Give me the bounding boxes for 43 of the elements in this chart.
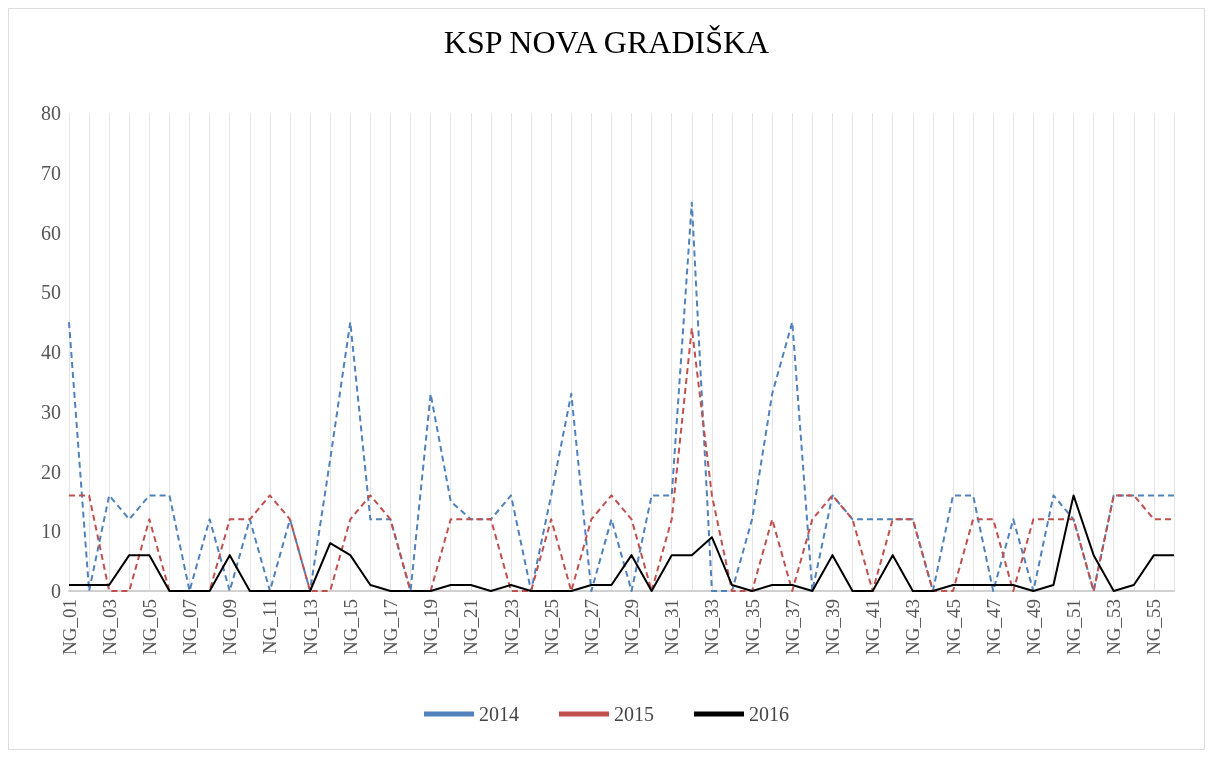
y-tick-label: 70 bbox=[41, 161, 61, 184]
x-tick-label: NG_11 bbox=[259, 599, 281, 655]
x-tick-label: NG_13 bbox=[299, 599, 321, 655]
y-tick-label: 50 bbox=[41, 281, 61, 304]
x-tick-label: NG_35 bbox=[741, 599, 763, 655]
x-tick-label: NG_41 bbox=[862, 599, 884, 655]
y-tick-label: 30 bbox=[41, 400, 61, 423]
x-tick-label: NG_05 bbox=[138, 599, 160, 655]
legend-label: 2015 bbox=[614, 703, 654, 725]
y-tick-label: 0 bbox=[51, 580, 61, 602]
y-tick-label: 80 bbox=[41, 102, 61, 124]
line-series bbox=[68, 201, 1175, 592]
x-tick-label: NG_07 bbox=[179, 599, 201, 655]
x-tick-label: NG_17 bbox=[379, 599, 401, 655]
legend-label: 2014 bbox=[479, 703, 519, 725]
x-tick-label: NG_31 bbox=[661, 599, 683, 655]
x-tick-label: NG_33 bbox=[701, 599, 723, 655]
x-tick-label: NG_39 bbox=[821, 599, 843, 655]
chart-title: KSP NOVA GRADIŠKA bbox=[443, 24, 770, 60]
x-tick-label: NG_01 bbox=[58, 599, 80, 655]
x-tick-label: NG_27 bbox=[580, 599, 602, 655]
y-tick-label: 10 bbox=[41, 520, 61, 543]
y-tick-label: 40 bbox=[41, 341, 61, 363]
x-tick-label: NG_03 bbox=[98, 599, 120, 655]
x-tick-label: NG_53 bbox=[1103, 599, 1125, 655]
x-tick-label: NG_25 bbox=[540, 599, 562, 655]
x-tick-label: NG_51 bbox=[1063, 599, 1085, 655]
y-tick-label: 60 bbox=[41, 221, 61, 244]
x-tick-label: NG_21 bbox=[460, 599, 482, 655]
x-tick-label: NG_47 bbox=[982, 599, 1004, 655]
x-tick-label: NG_37 bbox=[781, 599, 803, 655]
x-tick-label: NG_09 bbox=[219, 599, 241, 655]
x-tick-label: NG_55 bbox=[1143, 599, 1165, 655]
legend-label: 2016 bbox=[749, 703, 789, 725]
x-tick-label: NG_29 bbox=[621, 599, 643, 655]
x-tick-label: NG_19 bbox=[420, 599, 442, 655]
y-tick-label: 20 bbox=[41, 460, 61, 483]
x-tick-label: NG_23 bbox=[500, 599, 522, 655]
x-tick-label: NG_15 bbox=[339, 599, 361, 655]
line-series bbox=[68, 494, 1175, 592]
x-tick-label: NG_43 bbox=[902, 599, 924, 655]
x-tick-label: NG_45 bbox=[942, 599, 964, 655]
x-tick-label: NG_49 bbox=[1022, 599, 1044, 655]
